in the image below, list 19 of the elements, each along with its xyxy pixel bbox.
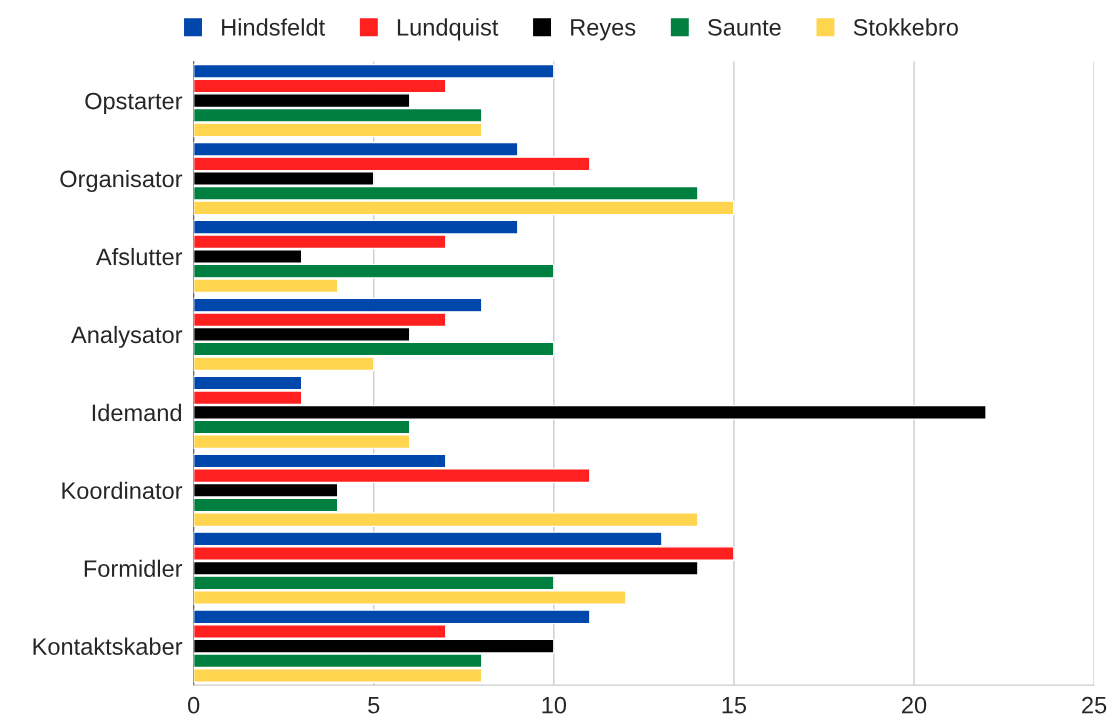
y-tick-label: Kontaktskaber [33,637,183,655]
y-tick-label: Koordinator [62,481,183,500]
x-tick-label: 20 [902,696,927,714]
x-tick-label: 15 [722,697,747,714]
x-tick-label: 0 [188,696,200,714]
x-tick-label: 25 [1082,696,1107,714]
y-tick-label: Idemand [92,403,182,422]
legend-label: Saunte [708,18,781,36]
y-tick-label: Opstarter [85,92,183,115]
legend-label: Hindsfeldt [222,18,325,36]
x-tick-label: 5 [368,697,380,714]
x-tick-label: 10 [542,696,567,714]
legend-label: Reyes [571,19,636,41]
legend-label: Lundquist [397,18,499,41]
y-tick-label: Organisator [60,169,183,192]
y-tick-label: Analysator [71,325,183,348]
y-tick-label: Formidler [84,559,183,578]
y-tick-label: Afslutter [96,247,183,266]
legend-label: Stokkebro [853,18,958,36]
